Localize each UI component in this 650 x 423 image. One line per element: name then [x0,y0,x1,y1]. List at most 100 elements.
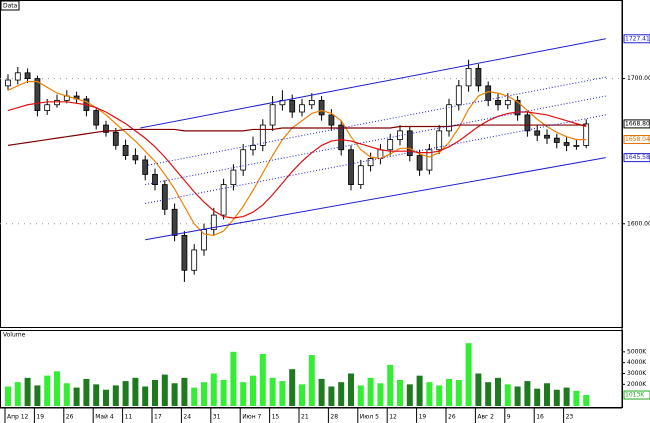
x-tick-label: Июн 7 [242,414,261,421]
candle-body [465,68,472,87]
candle-body [504,99,511,106]
volume-bar [220,380,227,406]
candle-body [152,174,158,186]
y-tick-label: 1700.00 [627,75,650,82]
volume-bar [54,371,60,406]
volume-bar [553,389,560,406]
volume-bar [259,354,266,406]
price-marker [623,119,650,129]
volume-bar [544,383,550,406]
volume-bar [426,382,433,406]
price-marker [623,153,650,163]
x-tick-label: Июл 5 [360,414,379,421]
volume-bar [34,385,41,406]
volume-bar [328,386,335,406]
volume-bar [142,386,149,406]
volume-bar [240,382,247,406]
candle-body [250,144,256,151]
volume-bar [230,351,237,406]
candle-body [220,184,227,216]
trendline [145,95,606,186]
y-tick-label: 2000K [627,381,647,388]
volume-bar [83,378,90,406]
price-marker [623,34,650,44]
candle-body [5,79,11,87]
trendline [145,76,606,167]
x-tick-label: 26 [448,414,456,421]
price-marker [623,135,650,145]
candle-body [132,155,139,161]
candle-body [534,130,541,136]
candle-body [103,124,109,133]
candle-body [387,139,394,151]
volume-bar [191,387,198,406]
candle-body [524,114,531,132]
candle-body [485,85,492,101]
volume-bar [455,380,462,406]
y-tick-label: 1600.00 [627,220,650,227]
candle-body [328,114,335,126]
candle-body [357,165,364,186]
candle-body [122,144,129,156]
volume-bar [475,373,482,406]
volume-bar [171,383,178,406]
candle-body [553,137,560,143]
volume-bar [504,384,511,406]
candle-body [259,124,266,146]
title-box [0,0,20,11]
candle-body [436,130,443,151]
candle-body [348,149,354,186]
x-tick-label: 9 [507,414,511,421]
volume-bar [397,380,403,406]
price-marker-label: 1013K [625,392,645,399]
x-tick-label: 23 [566,414,574,421]
x-tick-label: 15 [272,414,280,421]
candle-body [426,149,433,171]
volume-bar [201,382,207,406]
moving-average [7,80,587,237]
x-tick-label: 21 [301,414,309,421]
volume-bar [367,377,374,406]
volume-bar [279,381,286,406]
volume-bar [308,355,315,406]
volume-bar [377,383,384,406]
candle-body [24,72,31,80]
volume-bar [14,382,21,406]
candle-body [44,104,51,111]
volume-bar [132,377,139,406]
price-marker-label: 1668.80 [625,120,650,127]
volume-bar [210,373,217,406]
volume-bar [103,389,109,406]
price-marker [623,390,650,400]
y-tick-label: 3000K [627,370,647,377]
trendline [145,157,606,241]
candle-body [367,158,374,167]
candle-body [14,72,21,81]
x-tick-label: 12 [389,414,397,421]
volume-bar [485,382,492,406]
moving-average [7,124,587,146]
candle-body [210,214,217,231]
volume-bar [357,385,364,406]
volume-bar [495,377,501,406]
candle-body [338,124,345,151]
candle-body [161,184,168,210]
x-tick-label: 19 [36,414,44,421]
volume-bar [44,375,51,406]
candle-body [230,169,237,186]
volume-bar [583,395,590,406]
volume-bar [406,384,413,406]
candle-body [181,235,188,271]
volume-bar [299,384,305,406]
volume-bar [161,374,168,406]
candle-body [573,144,580,147]
x-tick-label: 26 [66,414,74,421]
volume-bar [524,381,531,406]
volume-bar [563,387,570,406]
x-tick-label: Апр 12 [7,414,29,421]
candle-body [563,142,570,146]
candle-body [54,99,60,106]
candle-body [142,159,149,175]
x-tick-label: 28 [330,414,338,421]
